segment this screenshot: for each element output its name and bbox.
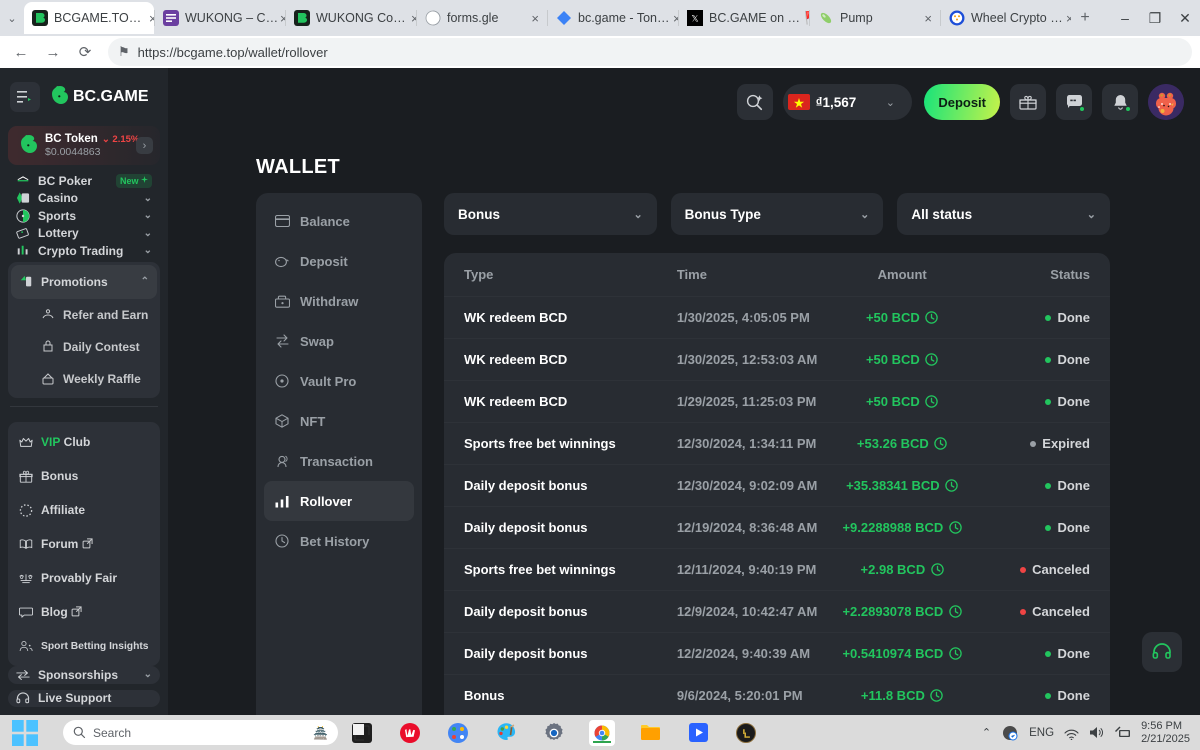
svg-text:𝕏: 𝕏 — [691, 14, 698, 24]
svg-text:Ꝇ: Ꝇ — [742, 728, 750, 740]
